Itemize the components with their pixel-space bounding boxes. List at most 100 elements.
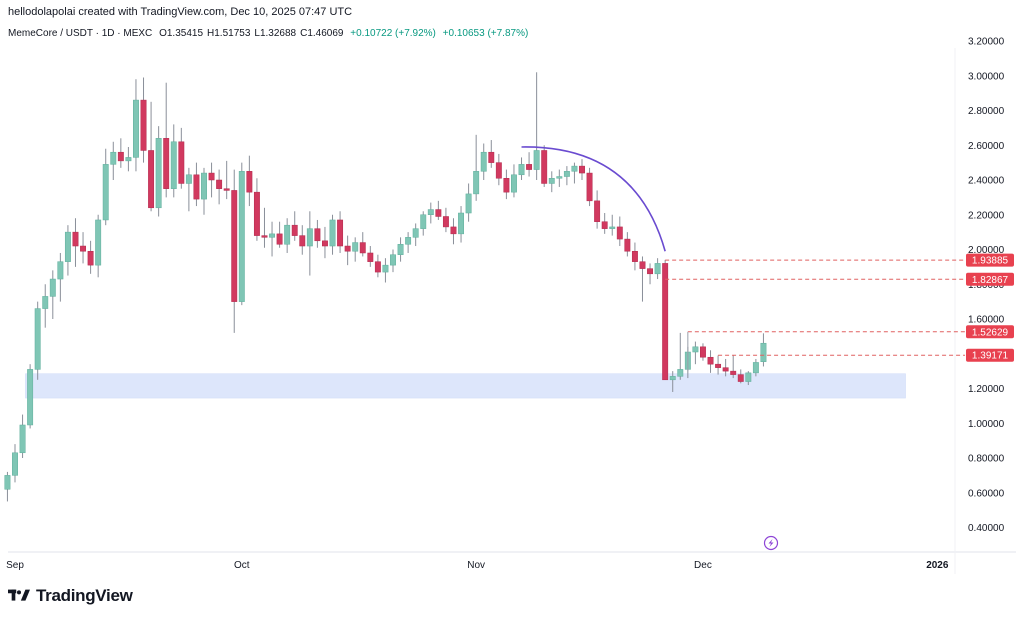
- candle-body: [64, 231, 71, 262]
- candle-body: [586, 172, 593, 202]
- candle-body: [95, 219, 102, 266]
- candle-body: [609, 226, 616, 229]
- candle-body: [692, 346, 699, 353]
- candle-body: [639, 261, 646, 269]
- candle-body: [480, 151, 487, 172]
- candle-body: [291, 224, 298, 236]
- candle-body: [178, 141, 185, 184]
- tradingview-logo-icon: [8, 589, 30, 601]
- candle-body: [148, 150, 155, 209]
- y-tick-label: 3.20000: [968, 37, 1005, 48]
- candle-body: [87, 250, 94, 266]
- candle-body: [427, 209, 434, 216]
- y-tick-label: 0.80000: [968, 454, 1005, 465]
- y-tick-label: 2.40000: [968, 176, 1005, 187]
- candle-body: [299, 235, 306, 247]
- candle-body: [601, 221, 608, 229]
- price-level-tag: [966, 348, 1014, 362]
- open-value: O1.35415: [159, 28, 204, 39]
- candle-body: [110, 151, 117, 165]
- arc-curve: [521, 146, 666, 252]
- candle-body: [193, 174, 200, 200]
- candle-body: [760, 342, 767, 362]
- candle-body: [730, 370, 737, 375]
- candle-body: [4, 475, 11, 490]
- price-level-label: 1.39171: [972, 351, 1009, 362]
- candle-body: [495, 162, 502, 179]
- candle-body: [117, 151, 124, 162]
- candle-body: [314, 228, 321, 242]
- candle-body: [284, 224, 291, 245]
- candle-body: [503, 178, 510, 193]
- candle-body: [208, 172, 215, 181]
- candle-body: [442, 216, 449, 228]
- candle-body: [140, 99, 147, 151]
- candle-body: [405, 237, 412, 245]
- candle-body: [216, 179, 223, 189]
- y-tick-label: 1.60000: [968, 315, 1005, 326]
- price-level-label: 1.52629: [972, 327, 1009, 338]
- candle-body: [57, 261, 64, 280]
- candle-body: [715, 363, 722, 368]
- candle-body: [261, 235, 268, 238]
- candle-body: [737, 374, 744, 382]
- price-level-tag: [966, 272, 1014, 286]
- flash-icon-bolt: [768, 539, 774, 547]
- candle-body: [329, 219, 336, 247]
- candle-body: [170, 141, 177, 189]
- candle-body: [579, 165, 585, 174]
- candle-body: [435, 209, 442, 217]
- candle-body: [722, 367, 729, 372]
- y-tick-label: 2.20000: [968, 210, 1005, 221]
- candle-body: [526, 164, 533, 170]
- candle-body: [533, 150, 540, 170]
- candle-body: [102, 164, 109, 221]
- attribution-text: hellodolapolai created with TradingView.…: [8, 6, 353, 18]
- y-tick-label: 2.80000: [968, 106, 1005, 117]
- candle-body: [662, 263, 669, 381]
- candle-body: [359, 242, 366, 254]
- candle-body: [473, 171, 480, 195]
- x-tick-label: Oct: [234, 560, 250, 571]
- candle-body: [238, 171, 245, 302]
- candle-body: [450, 226, 457, 235]
- ohlc-values: O1.35415 H1.51753 L1.32688 C1.46069: [159, 28, 350, 39]
- candle-body: [397, 244, 404, 255]
- candle-body: [42, 296, 49, 309]
- candle-body: [390, 254, 396, 266]
- candle-body: [246, 171, 253, 193]
- candle-body: [125, 157, 132, 162]
- symbol-name[interactable]: MemeCore / USDT · 1D · MEXC: [8, 28, 153, 39]
- candle-body: [276, 233, 283, 245]
- candle-body: [556, 176, 563, 179]
- candle-body: [49, 278, 56, 297]
- price-level-tag: [966, 253, 1014, 267]
- candle-body: [594, 200, 601, 222]
- change-value-2: +0.10653 (+7.87%): [442, 28, 529, 39]
- candle-body: [707, 356, 714, 365]
- price-level-label: 1.93885: [972, 256, 1009, 267]
- tradingview-logo[interactable]: TradingView: [8, 586, 133, 606]
- y-tick-label: 0.40000: [968, 523, 1005, 534]
- candle-body: [616, 226, 623, 240]
- x-tick-label: Nov: [467, 560, 485, 571]
- y-tick-label: 2.00000: [968, 245, 1005, 256]
- candle-body: [677, 369, 684, 377]
- brand-name: TradingView: [36, 586, 133, 605]
- candle-body: [631, 250, 638, 262]
- candlestick-chart[interactable]: 3.20000 3.00000 2.80000 2.60000 2.40000 2.200…: [0, 0, 1024, 580]
- change-value: +0.10722 (+7.92%): [350, 28, 436, 39]
- candle-body: [306, 228, 313, 247]
- candle-body: [201, 172, 207, 200]
- price-level-label: 1.82867: [972, 275, 1009, 286]
- candle-body: [465, 193, 472, 214]
- candle-body: [133, 99, 139, 158]
- candle-body: [185, 174, 192, 184]
- candle-body: [72, 231, 79, 247]
- candle-body: [700, 346, 706, 358]
- candle-body: [374, 261, 381, 273]
- candle-body: [27, 369, 34, 426]
- candle-body: [352, 242, 359, 252]
- candle-body: [745, 372, 752, 382]
